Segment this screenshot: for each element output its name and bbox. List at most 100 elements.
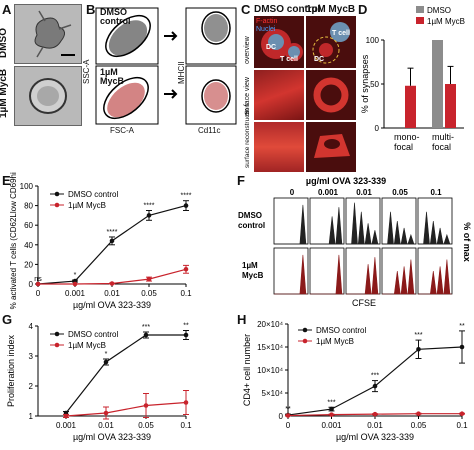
x-tick-label: 0.01	[104, 289, 120, 298]
bar	[432, 40, 443, 128]
significance-label: **	[459, 323, 465, 330]
significance-label: ***	[327, 399, 335, 406]
y-tick-label: 0	[375, 124, 380, 133]
x-tick-label: 0.01	[98, 421, 114, 430]
panel-label-b: B	[86, 2, 96, 17]
data-point	[63, 413, 69, 419]
micrograph-mycb	[14, 66, 82, 126]
data-point	[183, 332, 189, 338]
significance-label: ***	[414, 332, 422, 339]
flow-cytometry-plots	[95, 7, 237, 125]
data-point	[103, 359, 109, 365]
x-tick-label: 0.1	[180, 289, 192, 298]
significance-label: ns	[34, 276, 42, 283]
significance-label: ****	[181, 193, 192, 200]
x-axis-label: CFSE	[352, 298, 376, 308]
y-tick-label: 0	[29, 280, 34, 289]
conc-label: 0.1	[430, 188, 442, 197]
chart-f: µg/ml OVA 323-339 0 0.001 0.01 0.05 0.1 DMSOco…	[238, 176, 472, 308]
data-point	[372, 383, 378, 389]
legend-label: DMSO control	[68, 190, 118, 199]
legend-label: DMSO	[427, 6, 451, 15]
histogram-peak	[274, 254, 308, 295]
series-line	[65, 401, 187, 417]
confocal-mycb-enface	[306, 70, 356, 120]
bar	[405, 85, 416, 128]
legend-swatch	[416, 6, 424, 13]
significance-label: ***	[371, 373, 379, 380]
f-title: µg/ml OVA 323-339	[306, 176, 386, 186]
y-tick-label: 5×10⁴	[262, 389, 284, 398]
f-row-label: DMSO	[238, 211, 262, 220]
data-point	[416, 411, 421, 416]
significance-label: ***	[142, 324, 150, 331]
histogram-peak	[310, 207, 344, 245]
conc-label: 0.01	[356, 188, 372, 197]
y-tick-label: 4	[29, 322, 34, 331]
f-row-label: control	[238, 221, 265, 230]
x-tick-label: 0.001	[56, 421, 77, 430]
f-row-label: 1µM	[242, 261, 258, 270]
histogram-peak	[418, 259, 452, 295]
legend-marker	[54, 342, 60, 348]
conc-label: 0.05	[392, 188, 408, 197]
ssc-axis-label: SSC-A	[82, 59, 91, 84]
fsc-axis-label: FSC-A	[110, 126, 134, 135]
x-tick-label: 0.05	[411, 421, 427, 430]
chart-g: 1 2 3 4 0.001 0.01 0.05 0.1 µg/ml OVA 323-339 DMS…	[6, 322, 192, 442]
y-axis-label: CD4+ cell number	[242, 334, 252, 406]
bar	[445, 84, 456, 128]
data-point	[329, 412, 334, 417]
data-point	[183, 400, 189, 405]
x-tick-label: mono-	[394, 132, 420, 142]
label-dc-mycb: DC	[314, 56, 325, 63]
mhcii-axis-label: MHCII	[177, 61, 186, 84]
histogram-peak	[346, 202, 380, 245]
y-axis-label: % activated T cells (CD62Llow CD69high)	[9, 172, 18, 309]
data-point	[372, 411, 378, 417]
c-col-dmso: DMSO control	[254, 4, 321, 15]
panel-label-d: D	[358, 2, 368, 17]
c-col-mycb: 1µM MycB	[306, 4, 356, 15]
panel-label-c: C	[241, 2, 251, 17]
data-point	[143, 332, 149, 338]
legend-marker	[54, 191, 60, 197]
data-point	[72, 281, 78, 287]
chart-h: 0 5×10⁴ 10×10⁴ 15×10⁴ 20×10⁴ 0 0.001 0.01 0.05 0.…	[242, 320, 468, 442]
significance-label: ****	[107, 229, 118, 236]
data-point	[143, 403, 149, 408]
data-point	[285, 413, 291, 418]
label-tcell-dmso: T cell	[280, 56, 298, 63]
data-point	[146, 276, 152, 282]
cond-label-dmso-a: DMSO	[0, 28, 9, 58]
y-tick-label: 0	[279, 412, 284, 421]
x-axis-label: µg/ml OVA 323-339	[336, 432, 414, 442]
flow-label-mycb: 1µM MycB	[100, 67, 125, 86]
data-point	[459, 411, 465, 416]
confocal-mycb-surface	[306, 122, 356, 172]
histogram-peak	[382, 211, 416, 245]
x-tick-label: 0.1	[456, 421, 468, 430]
y-tick-label: 1	[29, 412, 34, 421]
conc-label: 0	[290, 188, 295, 197]
label-dc-dmso: DC	[266, 44, 277, 51]
label-tcell-mycb: T cell	[332, 30, 350, 37]
x-tick-label: multi-	[432, 132, 454, 142]
legend-marker	[54, 331, 60, 337]
series-line	[65, 334, 186, 414]
data-point	[329, 406, 334, 412]
y-tick-label: 15×10⁴	[257, 343, 283, 352]
panel-label-g: G	[2, 312, 13, 327]
histogram-peak	[418, 211, 452, 245]
y-tick-label: 10×10⁴	[257, 366, 283, 375]
legend-marker	[302, 327, 308, 333]
c-row-overview: overview	[244, 36, 251, 64]
data-point	[459, 344, 465, 350]
chart-e: 0 20 40 60 80 100 0 0.001 0.01 0.05 0.1 µg/ml OVA 3…	[9, 172, 192, 310]
histogram-peak	[382, 259, 416, 295]
x-tick-label: focal	[394, 142, 413, 152]
x-tick-label: 0.05	[138, 421, 154, 430]
data-point	[146, 213, 152, 218]
x-tick-label: 0.05	[141, 289, 157, 298]
